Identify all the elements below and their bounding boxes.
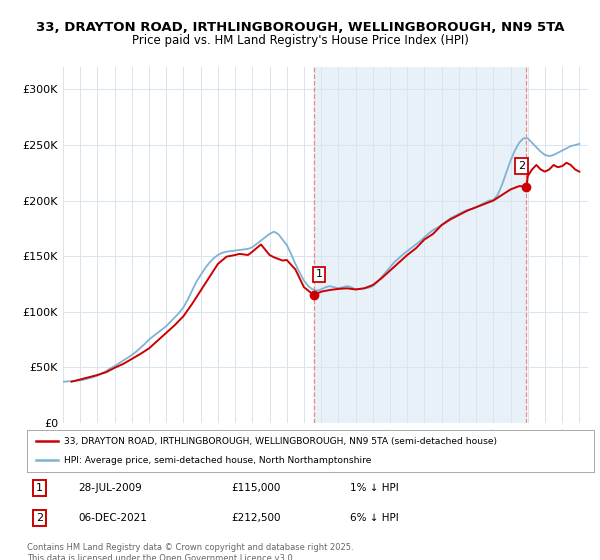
Text: 1: 1 — [36, 483, 43, 493]
Text: 28-JUL-2009: 28-JUL-2009 — [78, 483, 142, 493]
Text: £115,000: £115,000 — [231, 483, 280, 493]
Text: 6% ↓ HPI: 6% ↓ HPI — [350, 513, 399, 523]
Text: 1: 1 — [316, 269, 322, 279]
Text: 33, DRAYTON ROAD, IRTHLINGBOROUGH, WELLINGBOROUGH, NN9 5TA: 33, DRAYTON ROAD, IRTHLINGBOROUGH, WELLI… — [36, 21, 564, 34]
Bar — [314, 67, 526, 423]
Text: 33, DRAYTON ROAD, IRTHLINGBOROUGH, WELLINGBOROUGH, NN9 5TA (semi-detached house): 33, DRAYTON ROAD, IRTHLINGBOROUGH, WELLI… — [64, 437, 497, 446]
Text: 06-DEC-2021: 06-DEC-2021 — [78, 513, 147, 523]
Text: Price paid vs. HM Land Registry's House Price Index (HPI): Price paid vs. HM Land Registry's House … — [131, 34, 469, 46]
Text: £212,500: £212,500 — [231, 513, 281, 523]
Text: Contains HM Land Registry data © Crown copyright and database right 2025.
This d: Contains HM Land Registry data © Crown c… — [27, 543, 353, 560]
Text: HPI: Average price, semi-detached house, North Northamptonshire: HPI: Average price, semi-detached house,… — [64, 456, 371, 465]
Text: 2: 2 — [36, 513, 43, 523]
Text: 1% ↓ HPI: 1% ↓ HPI — [350, 483, 399, 493]
Text: 2: 2 — [518, 161, 525, 171]
